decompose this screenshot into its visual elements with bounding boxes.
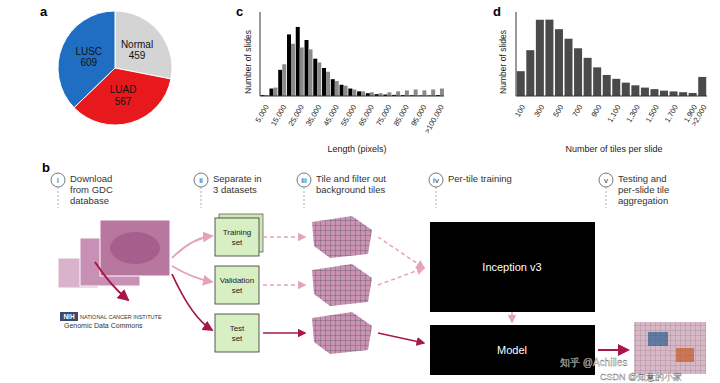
svg-text:85,000: 85,000 <box>392 103 411 127</box>
svg-text:LUAD567: LUAD567 <box>110 84 137 107</box>
svg-text:75,000: 75,000 <box>374 103 393 127</box>
svg-text:15,000: 15,000 <box>269 103 288 127</box>
svg-text:55,000: 55,000 <box>339 103 358 127</box>
svg-text:Normal459: Normal459 <box>121 39 153 62</box>
svg-text:Testing and: Testing and <box>618 173 667 184</box>
svg-text:100: 100 <box>513 103 527 118</box>
svg-text:v: v <box>604 176 608 185</box>
svg-text:background tiles: background tiles <box>316 184 385 195</box>
svg-text:95,000: 95,000 <box>409 103 429 128</box>
svg-text:NATIONAL CANCER INSTITUTE: NATIONAL CANCER INSTITUTE <box>80 314 162 320</box>
svg-text:>100,000: >100,000 <box>422 103 446 135</box>
svg-text:Test: Test <box>230 324 245 333</box>
svg-text:300: 300 <box>532 103 546 118</box>
svg-text:database: database <box>70 195 109 206</box>
svg-text:Number of slides: Number of slides <box>243 30 253 94</box>
svg-text:a: a <box>40 4 48 19</box>
svg-text:1,900: 1,900 <box>681 103 699 124</box>
svg-text:iii: iii <box>301 176 307 185</box>
svg-text:c: c <box>236 4 243 19</box>
svg-text:b: b <box>42 160 50 175</box>
svg-text:Model: Model <box>497 344 527 356</box>
svg-text:>2,000: >2,000 <box>689 103 708 128</box>
svg-text:i: i <box>57 176 59 185</box>
svg-text:iv: iv <box>433 176 439 185</box>
svg-text:1,700: 1,700 <box>663 103 680 124</box>
svg-text:Length (pixels): Length (pixels) <box>327 144 386 154</box>
svg-text:700: 700 <box>570 103 584 118</box>
svg-text:Separate in: Separate in <box>213 173 262 184</box>
svg-text:知乎 @Achilles: 知乎 @Achilles <box>560 357 627 368</box>
svg-text:from GDC: from GDC <box>70 184 113 195</box>
svg-text:CSDN @知意的小家: CSDN @知意的小家 <box>600 372 682 382</box>
svg-text:500: 500 <box>551 103 565 118</box>
svg-text:1,500: 1,500 <box>644 103 661 124</box>
svg-text:Number of tiles per slide: Number of tiles per slide <box>565 144 662 154</box>
svg-text:set: set <box>232 238 243 247</box>
svg-text:3 datasets: 3 datasets <box>213 184 257 195</box>
svg-text:900: 900 <box>589 103 603 118</box>
svg-text:Download: Download <box>70 173 112 184</box>
svg-text:45,000: 45,000 <box>322 103 341 127</box>
svg-text:65,000: 65,000 <box>357 103 376 127</box>
svg-text:d: d <box>493 4 501 19</box>
svg-text:Number of slides: Number of slides <box>498 30 508 94</box>
svg-text:5,000: 5,000 <box>254 103 271 124</box>
svg-text:Inception v3: Inception v3 <box>482 261 541 273</box>
svg-text:1,100: 1,100 <box>605 103 622 124</box>
svg-text:LUSC609: LUSC609 <box>75 46 102 69</box>
svg-text:35,000: 35,000 <box>304 103 323 127</box>
svg-text:Genomic Data Commons: Genomic Data Commons <box>64 322 143 329</box>
svg-text:Training: Training <box>223 228 252 237</box>
svg-text:per-slide tile: per-slide tile <box>618 184 669 195</box>
svg-text:aggregation: aggregation <box>618 195 668 206</box>
svg-text:Tile and filter out: Tile and filter out <box>316 173 386 184</box>
svg-text:set: set <box>232 286 243 295</box>
svg-text:NIH: NIH <box>63 313 75 320</box>
svg-text:25,000: 25,000 <box>287 103 306 127</box>
svg-text:ii: ii <box>199 176 203 185</box>
svg-text:1,300: 1,300 <box>625 103 642 124</box>
svg-text:Validation: Validation <box>220 276 255 285</box>
svg-text:set: set <box>232 334 243 343</box>
svg-text:Per-tile training: Per-tile training <box>448 173 512 184</box>
